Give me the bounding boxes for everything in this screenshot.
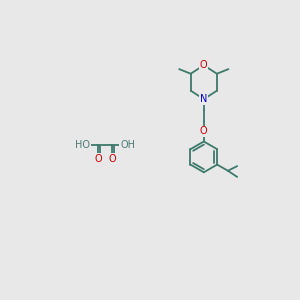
Text: N: N [200, 94, 208, 104]
Text: O: O [200, 60, 208, 70]
Text: O: O [200, 127, 208, 136]
Text: HO: HO [75, 140, 90, 150]
Text: O: O [94, 154, 102, 164]
Text: OH: OH [120, 140, 135, 150]
Text: O: O [108, 154, 116, 164]
